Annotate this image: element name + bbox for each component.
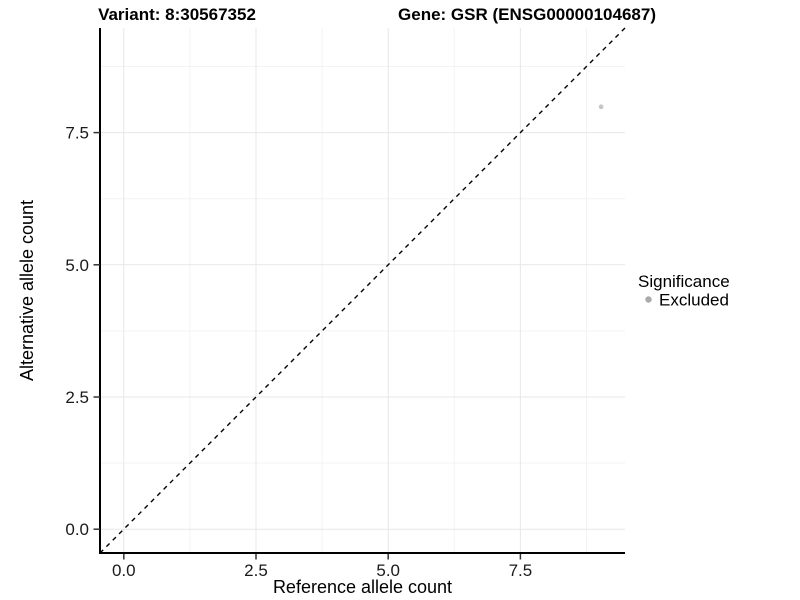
y-axis-tick-labels: 0.0 2.5 5.0 7.5 xyxy=(65,124,89,540)
plot-title-gene: Gene: GSR (ENSG00000104687) xyxy=(398,5,656,24)
y-tick-label: 5.0 xyxy=(65,256,89,275)
plot-title-variant: Variant: 8:30567352 xyxy=(98,5,256,24)
legend-item-label: Excluded xyxy=(659,291,729,310)
legend: Significance Excluded xyxy=(638,272,730,310)
x-tick-label: 5.0 xyxy=(376,561,400,580)
x-axis-title: Reference allele count xyxy=(273,577,452,597)
data-point-excluded xyxy=(598,104,604,110)
grid-major-lines xyxy=(100,28,625,553)
x-tick-label: 0.0 xyxy=(112,561,136,580)
y-axis-title: Alternative allele count xyxy=(17,200,37,381)
legend-key-dot-icon xyxy=(645,296,652,303)
grid-minor-lines xyxy=(100,28,625,553)
y-axis-ticks xyxy=(93,131,100,530)
y-tick-label: 2.5 xyxy=(65,388,89,407)
x-tick-label: 7.5 xyxy=(509,561,533,580)
y-tick-label: 7.5 xyxy=(65,124,89,143)
legend-title: Significance xyxy=(638,272,730,291)
identity-reference-line xyxy=(99,27,626,554)
x-axis-ticks xyxy=(123,554,522,560)
x-axis-tick-labels: 0.0 2.5 5.0 7.5 xyxy=(112,561,532,580)
y-tick-label: 0.0 xyxy=(65,520,89,539)
x-tick-label: 2.5 xyxy=(244,561,268,580)
